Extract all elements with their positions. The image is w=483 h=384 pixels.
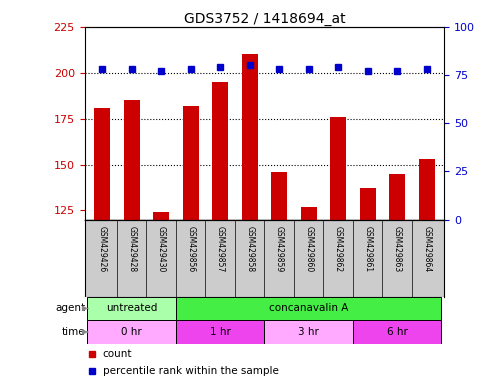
Text: GSM429864: GSM429864	[422, 226, 431, 272]
Bar	[242, 55, 258, 220]
Text: GSM429862: GSM429862	[334, 226, 342, 272]
Bar	[330, 117, 346, 220]
Bar	[353, 320, 441, 344]
Text: time: time	[61, 327, 85, 337]
Text: GSM429426: GSM429426	[98, 226, 107, 272]
Bar	[176, 320, 265, 344]
Text: 1 hr: 1 hr	[210, 327, 231, 337]
Bar	[419, 159, 435, 220]
Bar	[300, 207, 317, 220]
Bar	[87, 320, 176, 344]
Text: percentile rank within the sample: percentile rank within the sample	[102, 366, 278, 376]
Text: GSM429861: GSM429861	[363, 226, 372, 272]
Text: GSM429430: GSM429430	[156, 226, 166, 272]
Bar	[87, 297, 176, 320]
Text: 0 hr: 0 hr	[121, 327, 142, 337]
Text: agent: agent	[55, 303, 85, 313]
Text: GSM429860: GSM429860	[304, 226, 313, 272]
Bar	[176, 297, 441, 320]
Text: count: count	[102, 349, 132, 359]
Bar	[389, 174, 405, 220]
Text: 3 hr: 3 hr	[298, 327, 319, 337]
Bar	[153, 212, 170, 220]
Text: 6 hr: 6 hr	[387, 327, 408, 337]
Text: GSM429859: GSM429859	[275, 226, 284, 272]
Title: GDS3752 / 1418694_at: GDS3752 / 1418694_at	[184, 12, 345, 26]
Text: GSM429428: GSM429428	[127, 226, 136, 272]
Text: GSM429858: GSM429858	[245, 226, 254, 272]
Text: GSM429863: GSM429863	[393, 226, 402, 272]
Text: concanavalin A: concanavalin A	[269, 303, 348, 313]
Bar	[271, 172, 287, 220]
Bar	[265, 320, 353, 344]
Bar	[183, 106, 199, 220]
Text: GSM429856: GSM429856	[186, 226, 195, 272]
Text: GSM429857: GSM429857	[216, 226, 225, 272]
Bar	[124, 100, 140, 220]
Text: untreated: untreated	[106, 303, 157, 313]
Bar	[94, 108, 110, 220]
Bar	[212, 82, 228, 220]
Bar	[359, 189, 376, 220]
